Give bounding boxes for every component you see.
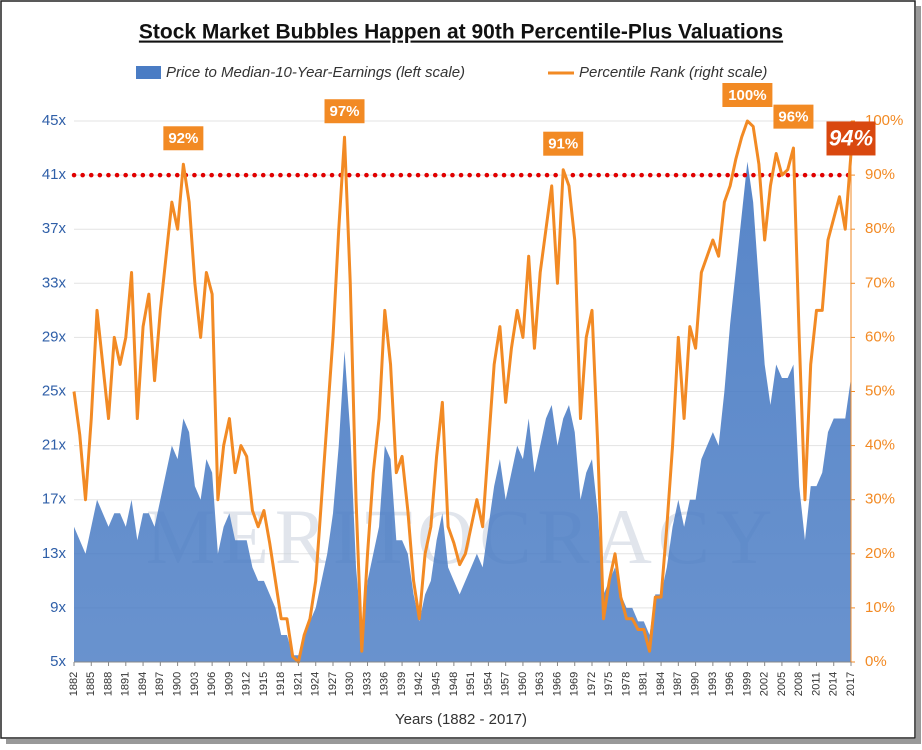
x-tick-label: 1894	[137, 672, 149, 696]
chart-title: Stock Market Bubbles Happen at 90th Perc…	[139, 21, 783, 44]
y-tick-label: 13x	[42, 545, 67, 562]
x-tick-label: 1981	[638, 672, 650, 696]
x-tick-label: 1993	[707, 672, 719, 696]
x-tick-label: 1978	[620, 672, 632, 696]
line	[72, 119, 853, 664]
x-tick-label: 2008	[793, 672, 805, 696]
legend-swatch	[136, 66, 161, 79]
x-tick-label: 1912	[241, 672, 253, 696]
x-tick-label: 1888	[102, 672, 114, 696]
x-tick-label: 1975	[603, 672, 615, 696]
x-tick-label: 1936	[379, 672, 391, 696]
x-tick-label: 1960	[517, 672, 529, 696]
x-tick-label: 1939	[396, 672, 408, 696]
x-tick-label: 1906	[206, 672, 218, 696]
annotation: 96%	[778, 109, 808, 126]
y-tick-label: 5x	[50, 653, 66, 670]
y-tick-label: 21x	[42, 437, 67, 454]
x-tick-label: 1900	[172, 672, 184, 696]
x-tick-label: 2017	[845, 672, 857, 696]
x-tick-label: 1921	[292, 672, 304, 696]
annotation-box	[163, 126, 204, 151]
annotation-box	[773, 104, 814, 129]
annotation: 97%	[329, 103, 359, 120]
annotation-box	[722, 83, 773, 107]
x-tick-label: 1915	[258, 672, 270, 696]
annotation: 91%	[548, 136, 578, 153]
annotation: 94%	[829, 125, 873, 150]
x-tick-label: 1924	[310, 672, 322, 696]
y2-tick-label: 40%	[865, 437, 895, 454]
annotation: 100%	[728, 87, 766, 104]
x-tick-label: 2005	[776, 672, 788, 696]
annotation-box	[543, 131, 584, 156]
x-tick-label: 2011	[810, 672, 822, 696]
x-tick-label: 1909	[223, 672, 235, 696]
x-tick-label: 1948	[448, 672, 460, 696]
x-tick-label: 1942	[413, 672, 425, 696]
x-tick-label: 1984	[655, 672, 667, 696]
x-tick-label: 1966	[551, 672, 563, 696]
x-tick-label: 1927	[327, 672, 339, 696]
x-tick-label: 2002	[759, 672, 771, 696]
frame-shadow	[6, 739, 921, 744]
x-tick-label: 1957	[500, 672, 512, 696]
legend-label: Price to Median-10-Year-Earnings (left s…	[166, 64, 465, 81]
x-tick-label: 1930	[344, 672, 356, 696]
y2-tick-label: 90%	[865, 166, 895, 183]
x-tick-label: 1897	[154, 672, 166, 696]
y2-tick-label: 80%	[865, 220, 895, 237]
area	[74, 161, 851, 662]
y-tick-label: 9x	[50, 599, 66, 616]
y2-tick-label: 30%	[865, 491, 895, 508]
y-tick-label: 25x	[42, 382, 67, 399]
x-tick-label: 1996	[724, 672, 736, 696]
y-tick-label: 33x	[42, 274, 67, 291]
y-tick-label: 29x	[42, 328, 67, 345]
y2-tick-label: 0%	[865, 653, 887, 670]
y-tick-label: 17x	[42, 491, 67, 508]
x-tick-label: 1969	[569, 672, 581, 696]
y2-tick-label: 60%	[865, 328, 895, 345]
y2-tick-label: 10%	[865, 599, 895, 616]
x-tick-label: 1972	[586, 672, 598, 696]
x-tick-label: 1963	[534, 672, 546, 696]
x-tick-label: 2014	[828, 672, 840, 696]
x-tick-label: 1918	[275, 672, 287, 696]
annotation-box	[324, 99, 365, 124]
legend-label: Percentile Rank (right scale)	[579, 64, 767, 81]
x-tick-label: 1999	[741, 672, 753, 696]
y-tick-label: 41x	[42, 166, 67, 183]
x-tick-label: 1885	[85, 672, 97, 696]
y2-tick-label: 70%	[865, 274, 895, 291]
y-tick-label: 45x	[42, 112, 67, 129]
x-tick-label: 1882	[68, 672, 80, 696]
y2-tick-label: 50%	[865, 382, 895, 399]
y2-tick-label: 20%	[865, 545, 895, 562]
annotation-box	[826, 121, 876, 156]
x-axis-label: Years (1882 - 2017)	[395, 711, 527, 728]
x-tick-label: 1945	[431, 672, 443, 696]
x-tick-label: 1954	[482, 672, 494, 696]
x-tick-label: 1987	[672, 672, 684, 696]
x-tick-label: 1933	[361, 672, 373, 696]
x-tick-label: 1891	[120, 672, 132, 696]
x-tick-label: 1903	[189, 672, 201, 696]
x-tick-label: 1951	[465, 672, 477, 696]
y-tick-label: 37x	[42, 220, 67, 237]
frame-shadow	[916, 6, 921, 742]
x-tick-label: 1990	[690, 672, 702, 696]
annotation: 92%	[168, 130, 198, 147]
